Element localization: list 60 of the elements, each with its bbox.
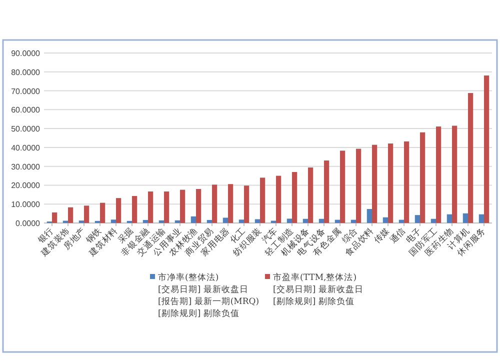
y-tick-label: 80.0000 bbox=[11, 68, 41, 77]
bar bbox=[190, 216, 196, 223]
bar bbox=[350, 220, 356, 223]
bar bbox=[372, 144, 378, 223]
bar bbox=[334, 220, 340, 223]
bar bbox=[484, 75, 490, 223]
bar bbox=[260, 178, 266, 223]
y-tick-label: 50.0000 bbox=[11, 124, 41, 134]
bar bbox=[68, 207, 74, 223]
bar bbox=[238, 220, 244, 223]
bar bbox=[174, 220, 180, 223]
bar bbox=[414, 215, 420, 223]
y-tick-label: 20.0000 bbox=[11, 181, 41, 190]
bar bbox=[196, 189, 202, 223]
bar bbox=[436, 126, 442, 223]
bar bbox=[110, 220, 116, 223]
bar bbox=[228, 184, 234, 223]
bar bbox=[340, 150, 346, 223]
bar bbox=[318, 218, 324, 223]
bar bbox=[308, 167, 314, 223]
bar bbox=[132, 196, 138, 223]
bar bbox=[52, 212, 58, 223]
bar bbox=[222, 218, 228, 223]
bar bbox=[388, 143, 394, 223]
bar bbox=[404, 141, 410, 223]
bar bbox=[468, 93, 474, 223]
bar bbox=[164, 191, 170, 223]
bar bbox=[206, 220, 212, 223]
bar bbox=[116, 198, 122, 223]
bar bbox=[276, 176, 282, 223]
y-tick-label: 70.0000 bbox=[11, 86, 41, 96]
bar bbox=[84, 206, 90, 223]
bar bbox=[324, 160, 330, 223]
y-tick-label: 40.0000 bbox=[11, 143, 41, 152]
bar bbox=[244, 186, 250, 223]
y-tick-label: 90.0000 bbox=[11, 49, 41, 58]
bar bbox=[398, 220, 404, 223]
bar bbox=[100, 202, 106, 223]
bar bbox=[302, 218, 308, 223]
bar bbox=[158, 220, 164, 223]
y-tick-label: 30.0000 bbox=[11, 162, 41, 172]
y-tick-label: 60.0000 bbox=[11, 106, 41, 115]
bar bbox=[446, 214, 452, 223]
bar bbox=[212, 184, 218, 223]
y-tick-label: 0.0000 bbox=[16, 219, 41, 228]
bar bbox=[462, 213, 468, 223]
bar bbox=[286, 218, 292, 223]
bar bbox=[180, 190, 186, 223]
bar bbox=[356, 148, 362, 223]
bar bbox=[382, 217, 388, 223]
y-tick-label: 10.0000 bbox=[11, 200, 41, 210]
bar bbox=[142, 220, 148, 223]
bar bbox=[430, 218, 436, 223]
bar bbox=[254, 219, 260, 223]
bar bbox=[366, 209, 372, 223]
bar bbox=[452, 126, 458, 223]
bar bbox=[148, 191, 154, 223]
bar bbox=[292, 172, 298, 223]
bar bbox=[420, 132, 426, 223]
bar bbox=[478, 214, 484, 223]
